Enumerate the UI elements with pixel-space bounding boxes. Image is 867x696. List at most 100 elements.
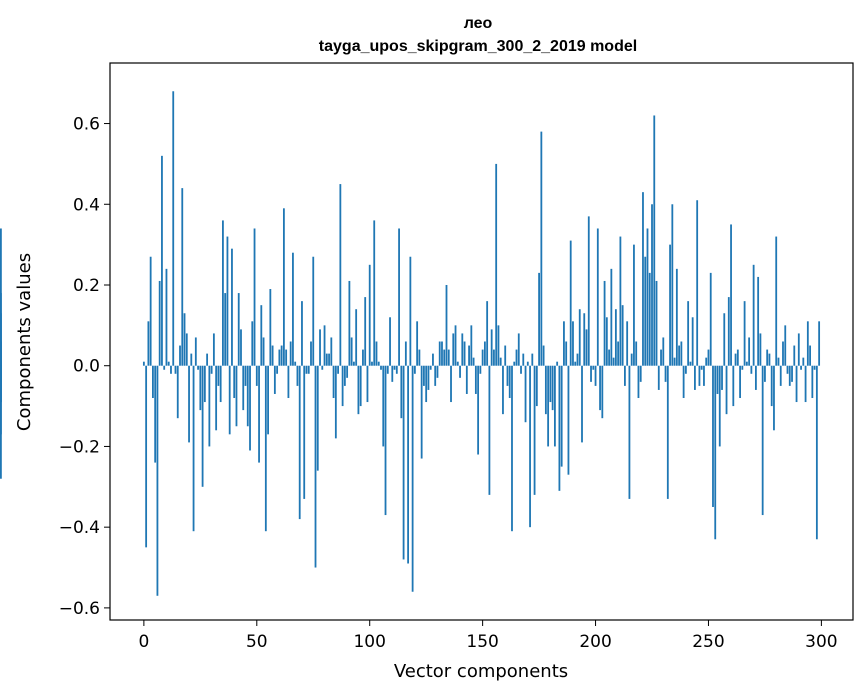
bar (635, 341, 638, 366)
bar (725, 365, 728, 415)
bar (289, 341, 292, 366)
bar (373, 220, 376, 366)
bars-group (0, 91, 821, 596)
bar (666, 365, 669, 499)
bar (619, 236, 622, 366)
bar (700, 365, 703, 370)
bar (465, 365, 468, 394)
y-tick-label: 0.2 (73, 276, 100, 296)
bar (549, 365, 552, 403)
bar (721, 365, 723, 390)
bar (682, 365, 685, 399)
bar (633, 244, 635, 366)
bar (352, 361, 355, 366)
bar (802, 357, 805, 366)
bar (348, 280, 351, 366)
bar (185, 333, 188, 366)
bar (165, 268, 168, 366)
bar (355, 309, 358, 366)
bar (152, 365, 154, 399)
y-tick-label: 0.4 (73, 195, 100, 215)
bar (459, 365, 461, 378)
bar (775, 236, 778, 366)
bar (375, 341, 378, 366)
bar (538, 272, 540, 366)
bar (402, 365, 405, 560)
bar (217, 365, 220, 386)
bar (368, 264, 371, 366)
bar (680, 341, 683, 366)
bar (156, 365, 159, 596)
bar (788, 365, 791, 386)
bar (203, 365, 206, 403)
bar (332, 365, 335, 399)
bar (154, 365, 157, 463)
bar (797, 333, 800, 366)
bar (380, 365, 382, 370)
bar (319, 329, 321, 366)
bar (508, 365, 511, 399)
bar (567, 365, 570, 475)
bar (585, 329, 588, 366)
x-tick-label: 0 (138, 632, 149, 652)
bar (269, 289, 272, 366)
bar (312, 256, 315, 366)
y-tick-label: 0.6 (73, 115, 100, 135)
bar (572, 321, 574, 366)
bar (603, 280, 606, 366)
bar (483, 341, 486, 366)
bar (734, 353, 737, 366)
y-tick-label: −0.2 (59, 437, 100, 457)
chart-title: лео (464, 15, 493, 32)
bar (626, 321, 629, 366)
bar (594, 365, 597, 386)
bar (583, 313, 586, 366)
bar (276, 365, 279, 374)
bar (233, 365, 236, 399)
y-tick-label: 0.0 (73, 357, 100, 377)
bar (513, 361, 516, 366)
bar (782, 341, 784, 366)
bar (759, 333, 762, 366)
bar (497, 325, 500, 366)
bar (531, 353, 534, 366)
bar (201, 365, 204, 487)
bar (712, 365, 714, 507)
bar (587, 216, 590, 366)
bar (621, 305, 624, 366)
bar (601, 365, 604, 419)
bar (427, 365, 430, 390)
bar (432, 353, 434, 366)
x-tick-label: 200 (579, 632, 611, 652)
bar (624, 365, 626, 386)
bar (224, 293, 227, 366)
bar (183, 313, 186, 366)
bar (811, 365, 814, 399)
bar (766, 349, 769, 366)
bar (339, 184, 342, 366)
bar (393, 365, 396, 370)
bar (249, 365, 251, 451)
bar (764, 365, 766, 382)
bar (664, 365, 667, 382)
bar (357, 365, 360, 415)
bar (673, 357, 676, 366)
bar (456, 361, 459, 366)
plot-frame (109, 62, 854, 621)
bar (560, 365, 563, 467)
bar (343, 365, 346, 386)
bar (535, 365, 538, 407)
bar (522, 353, 525, 366)
bar (741, 365, 744, 370)
bar (657, 365, 660, 390)
bar (736, 349, 739, 366)
bar (282, 208, 285, 366)
bar (400, 365, 403, 419)
bar (653, 115, 656, 366)
bar (569, 240, 572, 366)
bar (425, 365, 428, 403)
bar (244, 365, 247, 386)
bar (608, 349, 611, 366)
bar (777, 357, 780, 366)
bar (675, 268, 678, 366)
